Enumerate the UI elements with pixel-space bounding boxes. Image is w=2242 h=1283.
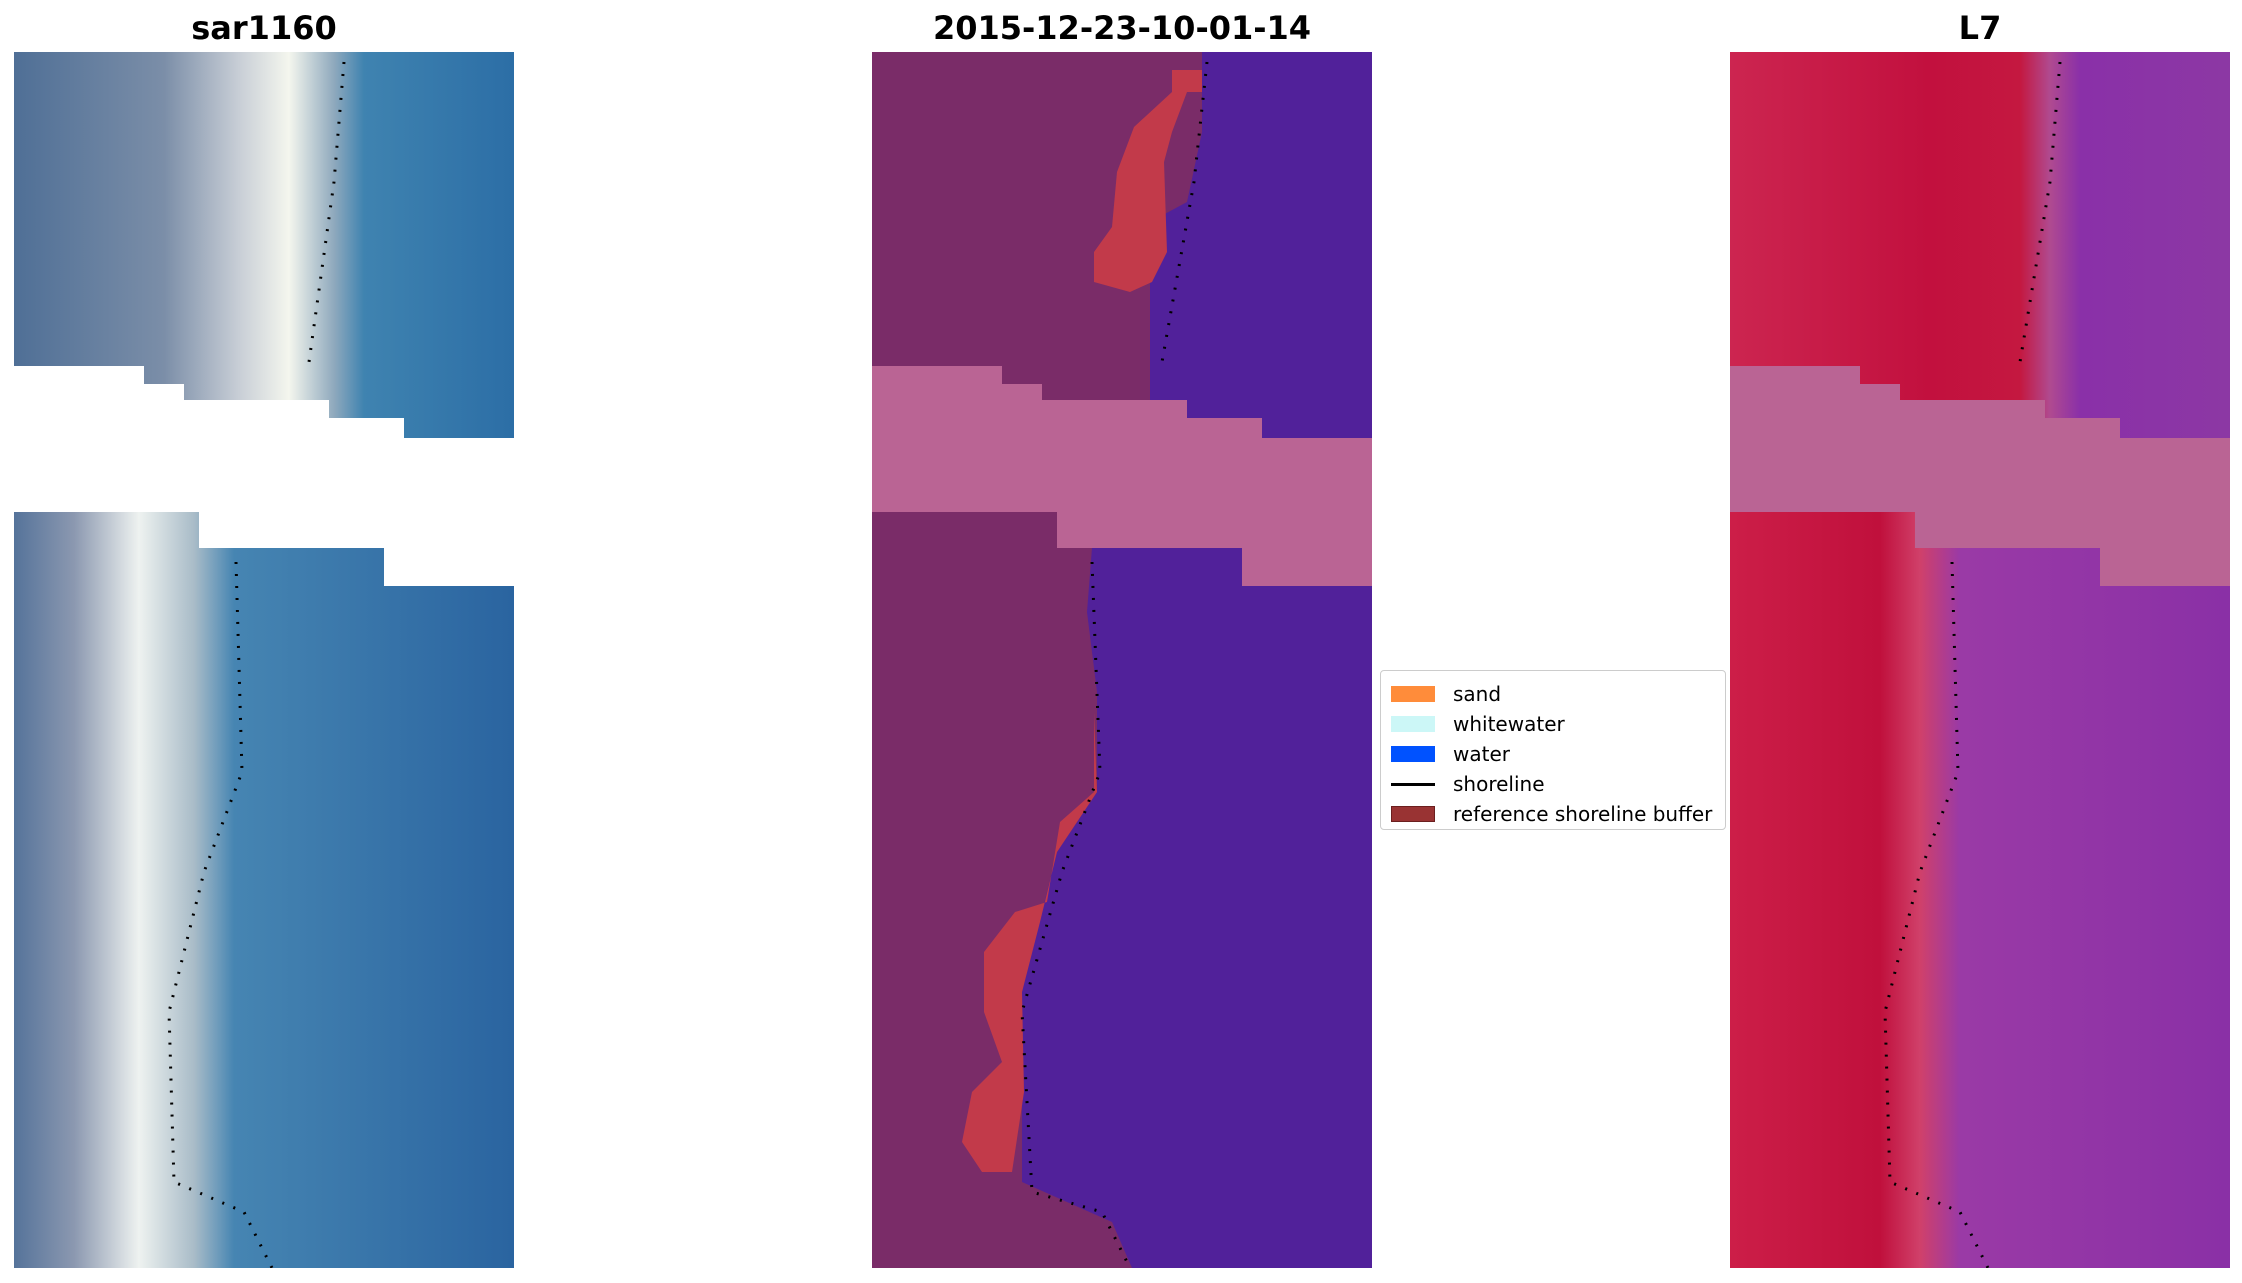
l7-image [1730, 52, 2230, 1268]
legend-item-whitewater: whitewater [1391, 709, 1715, 739]
legend-item-shoreline: shoreline [1391, 769, 1715, 799]
sar-bottom-segment [14, 512, 514, 1268]
legend-label-whitewater: whitewater [1453, 712, 1565, 736]
l7-shoreline-top [2018, 61, 2062, 363]
class-buffer-bottom [962, 712, 1097, 1172]
class-water-bottom [1022, 548, 1372, 1268]
buffer-swatch [1391, 806, 1435, 822]
panel-title-classification: 2015-12-23-10-01-14 [932, 9, 1312, 47]
class-buffer-top [1094, 70, 1202, 292]
classified-image-panel [872, 52, 1372, 1268]
sar-top-segment [14, 52, 514, 438]
legend: sand whitewater water shoreline referenc… [1380, 670, 1726, 830]
l7-bottom-segment [1730, 512, 2230, 1268]
legend-label-sand: sand [1453, 682, 1502, 706]
class-nodata-band [872, 366, 1372, 586]
legend-item-reference-buffer: reference shoreline buffer [1391, 799, 1715, 829]
panel-title-sar: sar1160 [191, 9, 337, 47]
legend-label-water: water [1453, 742, 1510, 766]
shoreline-line-swatch [1391, 782, 1435, 786]
sar-image [14, 52, 514, 1268]
l7-image-panel [1730, 52, 2230, 1268]
sar-image-panel [14, 52, 514, 1268]
legend-item-sand: sand [1391, 679, 1715, 709]
sar-shoreline-top [307, 61, 346, 363]
legend-label-reference-buffer: reference shoreline buffer [1453, 802, 1713, 826]
l7-top-segment [1730, 52, 2230, 438]
water-swatch [1391, 746, 1435, 762]
legend-item-water: water [1391, 739, 1715, 769]
l7-nodata-band [1730, 366, 2230, 586]
class-water-top [1150, 52, 1372, 438]
whitewater-swatch [1391, 716, 1435, 732]
classified-image [872, 52, 1372, 1268]
panel-title-l7: L7 [1958, 9, 2002, 47]
sand-swatch [1391, 686, 1435, 702]
class-shoreline-top [1160, 61, 1209, 363]
legend-label-shoreline: shoreline [1453, 772, 1545, 796]
